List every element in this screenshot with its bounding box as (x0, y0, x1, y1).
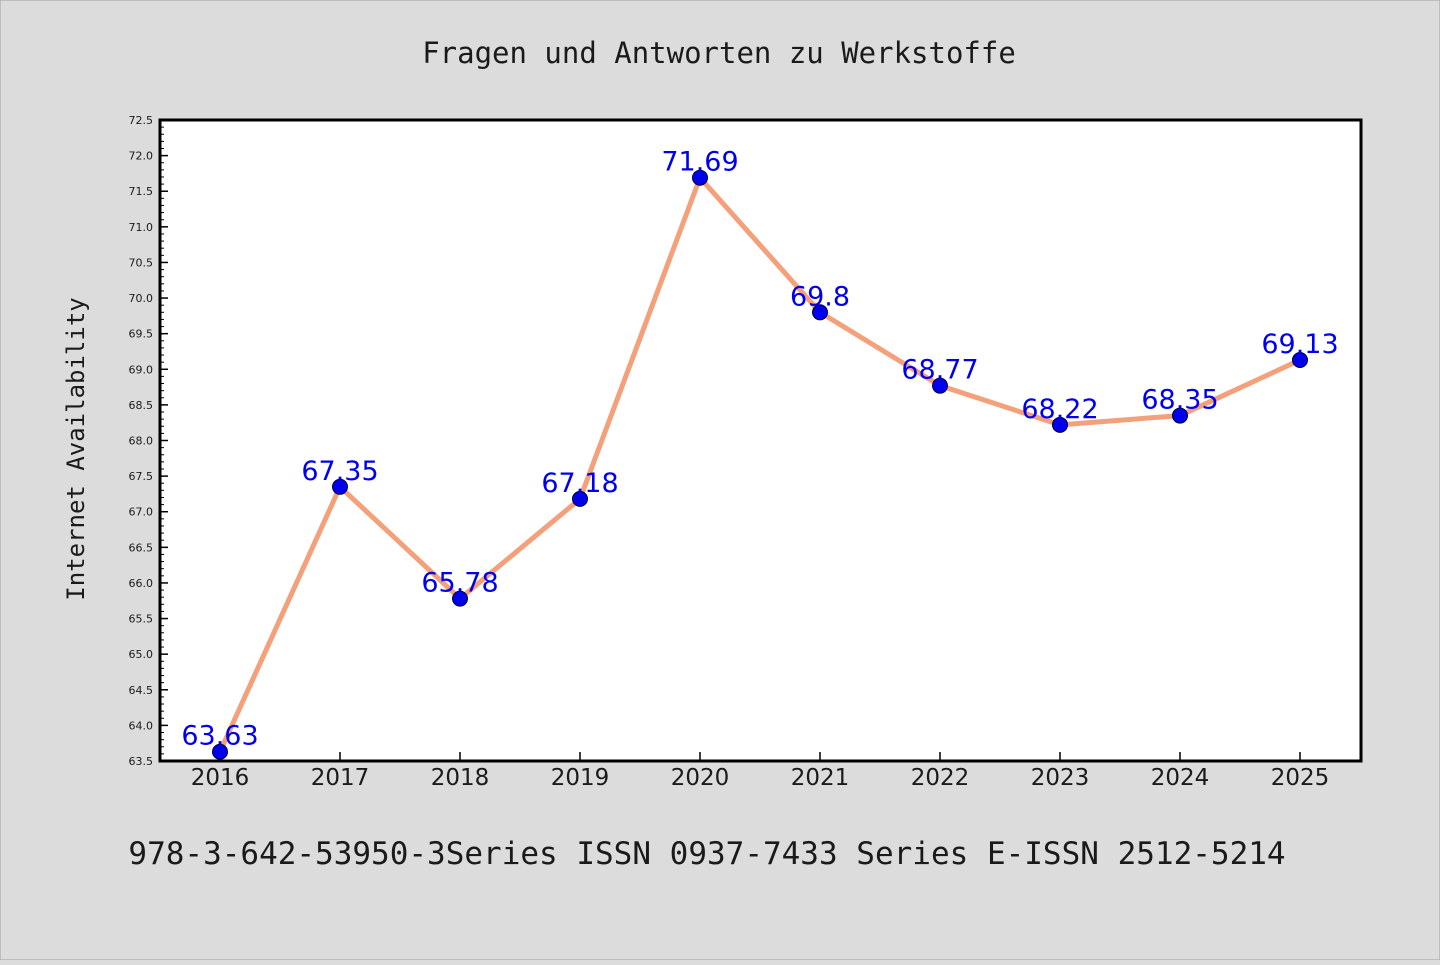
x-axis: 2016 2017 2018 2019 2020 2021 2022 2023 2024 2025 (191, 752, 1330, 791)
data-label: 67.18 (541, 468, 618, 499)
data-point (452, 590, 468, 607)
data-point (1172, 407, 1188, 424)
data-point (332, 478, 348, 495)
y-tick-label: 69.5 (129, 328, 154, 341)
x-tick-label: 2019 (551, 765, 610, 791)
chart-title: Fragen und Antworten zu Werkstoffe (422, 36, 1016, 70)
x-tick-label: 2024 (1151, 765, 1210, 791)
data-point (1052, 416, 1068, 433)
x-tick-label: 2025 (1271, 765, 1330, 791)
data-label: 68.35 (1141, 385, 1218, 416)
data-point (1292, 352, 1308, 369)
y-tick-label: 64.0 (129, 719, 154, 732)
plot-area (158, 118, 1363, 763)
y-tick-label: 72.5 (129, 114, 154, 127)
data-label: 69.8 (790, 281, 850, 312)
y-tick-label: 65.0 (129, 648, 154, 661)
y-axis: 63.5 64.0 64.5 65.0 65.5 66.0 66.5 67.0 67.5 68.0… (129, 114, 168, 768)
y-tick-label: 65.5 (129, 613, 154, 626)
series-group: 63.63 67.35 65.78 67.18 71.69 69.8 68.77 68.22 6… (181, 147, 1339, 760)
x-tick-label: 2016 (191, 765, 250, 791)
y-tick-label: 71.5 (129, 185, 154, 198)
x-tick-label: 2018 (431, 765, 490, 791)
y-tick-label: 67.5 (129, 470, 154, 483)
footer-text: 978-3-642-53950-3Series ISSN 0937-7433 S… (128, 836, 1285, 872)
y-tick-label: 69.0 (129, 363, 154, 376)
y-axis-label: Internet Availability (62, 297, 90, 600)
series-line (217, 175, 1303, 755)
x-tick-label: 2022 (911, 765, 970, 791)
data-point (812, 304, 828, 321)
y-tick-label: 66.0 (129, 577, 154, 590)
y-tick-label: 68.5 (129, 399, 154, 412)
y-tick-label: 70.5 (129, 256, 154, 269)
y-tick-label: 67.0 (129, 506, 154, 519)
x-tick-label: 2021 (791, 765, 850, 791)
x-tick-label: 2017 (311, 765, 370, 791)
data-label: 71.69 (661, 147, 738, 178)
x-tick-label: 2023 (1031, 765, 1090, 791)
x-tick-label: 2020 (671, 765, 730, 791)
y-tick-label: 64.5 (129, 684, 154, 697)
y-tick-label: 71.0 (129, 221, 154, 234)
y-tick-label: 72.0 (129, 150, 154, 163)
data-label: 65.78 (421, 568, 498, 599)
y-tick-label: 70.0 (129, 292, 154, 305)
data-label: 63.63 (181, 721, 258, 752)
data-label: 68.22 (1021, 394, 1098, 425)
data-point (572, 490, 588, 507)
data-point (932, 377, 948, 394)
data-point (212, 743, 228, 760)
y-tick-label: 68.0 (129, 435, 154, 448)
data-point (692, 169, 708, 186)
data-label: 69.13 (1261, 329, 1338, 360)
y-tick-label: 63.5 (129, 755, 154, 768)
data-label: 67.35 (301, 456, 378, 487)
y-tick-label: 66.5 (129, 541, 154, 554)
data-label: 68.77 (901, 355, 978, 386)
